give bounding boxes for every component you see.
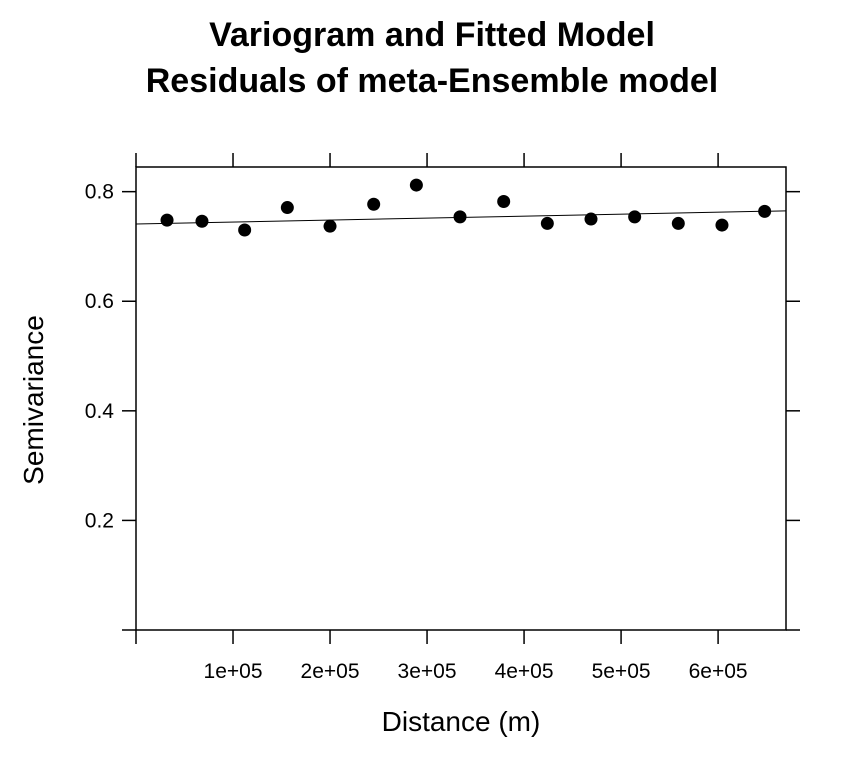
y-tick-label: 0.6 (85, 290, 114, 313)
variogram-point (758, 204, 772, 218)
chart-subtitle: Residuals of meta-Ensemble model (145, 62, 719, 100)
x-tick-label: 1e+05 (204, 660, 263, 683)
x-axis-label: Distance (m) (381, 706, 541, 737)
chart-title-block: Variogram and Fitted Model Residuals of … (0, 12, 864, 104)
x-tick-label: 5e+05 (592, 660, 651, 683)
y-tick-label: 0.8 (85, 181, 114, 204)
x-tick-label: 6e+05 (689, 660, 748, 683)
chart-title: Variogram and Fitted Model (209, 16, 655, 54)
x-tick-label: 4e+05 (495, 660, 554, 683)
variogram-point (280, 201, 294, 215)
variogram-point (628, 210, 642, 224)
variogram-point (497, 195, 511, 209)
variogram-point (367, 197, 381, 211)
x-tick-label: 2e+05 (301, 660, 360, 683)
variogram-point (453, 210, 467, 224)
variogram-point (323, 219, 337, 233)
variogram-point (540, 216, 554, 230)
variogram-point (671, 216, 685, 230)
variogram-point (195, 214, 209, 228)
variogram-point (409, 178, 423, 192)
variogram-point (160, 213, 174, 227)
y-axis-label: Semivariance (18, 315, 49, 485)
variogram-point (584, 212, 598, 226)
plot-frame (135, 166, 787, 631)
x-tick-label: 3e+05 (398, 660, 457, 683)
variogram-point (715, 218, 729, 232)
variogram-point (238, 223, 252, 237)
y-tick-label: 0.4 (85, 400, 115, 423)
y-tick-label: 0.2 (85, 509, 114, 532)
